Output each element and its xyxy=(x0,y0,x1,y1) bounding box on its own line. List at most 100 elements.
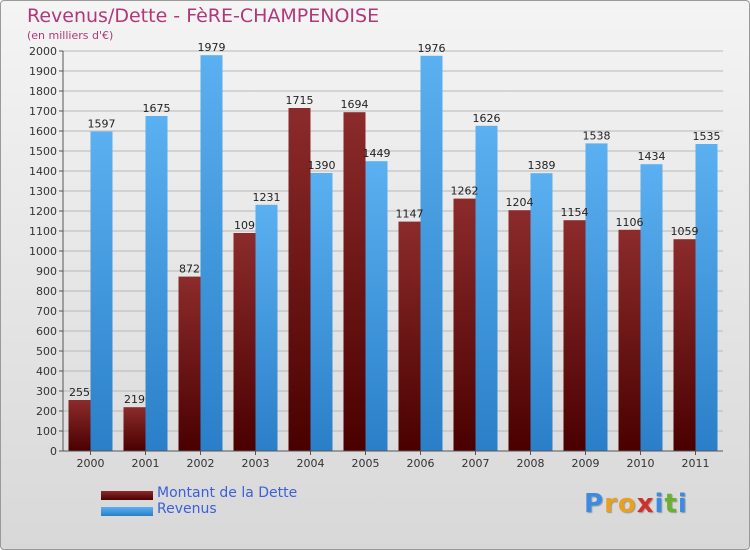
data-label-revenus: 1597 xyxy=(88,118,116,131)
bar-revenus xyxy=(420,55,443,452)
data-label-revenus: 1976 xyxy=(418,42,446,55)
axis-layer: 0 100 200 300 400 500 600 700 800 900 1000 1100 1200… xyxy=(29,45,723,470)
logo-letter: x xyxy=(636,489,655,519)
data-label-revenus: 1389 xyxy=(528,159,556,172)
bar-revenus xyxy=(585,143,608,451)
x-tick-label: 2011 xyxy=(682,457,710,470)
bar-revenus xyxy=(200,55,223,451)
y-tick-label: 1400 xyxy=(29,165,57,178)
bar-revenus xyxy=(255,204,278,451)
legend-label-debt: Montant de la Dette xyxy=(157,485,298,501)
bar-revenus xyxy=(365,161,388,451)
data-label-revenus: 1434 xyxy=(638,150,666,163)
data-label-dette: 1694 xyxy=(341,98,369,111)
bar-dette xyxy=(233,233,256,451)
data-label-dette: 219 xyxy=(124,393,145,406)
y-tick-label: 1300 xyxy=(29,185,57,198)
data-label-dette: 1204 xyxy=(506,196,534,209)
y-tick-label: 2000 xyxy=(29,45,57,58)
data-label-dette: 1154 xyxy=(561,206,589,219)
bar-dette xyxy=(563,220,586,451)
y-tick-label: 1800 xyxy=(29,85,57,98)
data-label-dette: 1147 xyxy=(396,208,424,221)
bar-revenus xyxy=(145,116,168,451)
bar-dette xyxy=(68,400,91,451)
x-tick-label: 2005 xyxy=(352,457,380,470)
bar-dette xyxy=(453,198,476,451)
bar-dette xyxy=(288,108,311,451)
labels-layer: 255 1597 219 1675 872 1979 109 1231 1715 1390 1694… xyxy=(69,41,721,406)
y-tick-label: 1200 xyxy=(29,205,57,218)
y-tick-label: 1600 xyxy=(29,125,57,138)
bar-revenus xyxy=(475,125,498,452)
x-tick-label: 2001 xyxy=(132,457,160,470)
legend-swatch-revenus xyxy=(101,507,153,516)
x-tick-label: 2007 xyxy=(462,457,490,470)
y-tick-label: 1000 xyxy=(29,245,57,258)
bar-dette xyxy=(673,239,696,451)
data-label-dette: 255 xyxy=(69,386,90,399)
y-tick-label: 1100 xyxy=(29,225,57,238)
logo-letter: i xyxy=(654,489,665,519)
proxiti-logo: Proxiti xyxy=(584,489,688,519)
bar-revenus xyxy=(640,164,663,451)
x-tick-label: 2008 xyxy=(517,457,545,470)
bar-revenus xyxy=(695,144,718,451)
y-tick-label: 300 xyxy=(36,385,57,398)
data-label-dette: 1106 xyxy=(616,216,644,229)
chart-title: Revenus/Dette - FèRE-CHAMPENOISE xyxy=(27,5,380,27)
y-tick-label: 700 xyxy=(36,305,57,318)
data-label-dette: 1715 xyxy=(286,94,314,107)
data-label-dette: 1059 xyxy=(671,225,699,238)
bar-revenus xyxy=(310,173,333,451)
data-label-revenus: 1449 xyxy=(363,147,391,160)
chart-subtitle: (en milliers d'€) xyxy=(27,29,114,42)
y-tick-label: 600 xyxy=(36,325,57,338)
data-label-revenus: 1535 xyxy=(693,130,721,143)
legend-swatch-debt xyxy=(101,491,153,500)
x-tick-label: 2002 xyxy=(187,457,215,470)
y-tick-label: 1900 xyxy=(29,65,57,78)
data-label-dette: 1262 xyxy=(451,185,479,198)
grid-layer xyxy=(63,50,723,452)
logo-letter: P xyxy=(584,489,605,519)
x-tick-label: 2004 xyxy=(297,457,325,470)
x-tick-label: 2009 xyxy=(572,457,600,470)
data-label-revenus: 1675 xyxy=(143,102,171,115)
data-label-revenus: 1231 xyxy=(253,191,281,204)
data-label-revenus: 1979 xyxy=(198,41,226,54)
x-tick-label: 2010 xyxy=(627,457,655,470)
bars-layer xyxy=(68,55,718,452)
logo-letter: t xyxy=(664,489,678,519)
bar-dette xyxy=(618,229,641,451)
y-tick-label: 500 xyxy=(36,345,57,358)
y-tick-label: 900 xyxy=(36,265,57,278)
y-tick-label: 800 xyxy=(36,285,57,298)
data-label-revenus: 1390 xyxy=(308,159,336,172)
bar-revenus xyxy=(530,173,553,451)
y-tick-label: 100 xyxy=(36,425,57,438)
bar-dette xyxy=(178,276,201,451)
bar-dette xyxy=(343,112,366,451)
legend-label-revenus: Revenus xyxy=(157,501,217,517)
y-tick-label: 400 xyxy=(36,365,57,378)
data-label-dette: 109 xyxy=(234,219,255,232)
x-tick-label: 2006 xyxy=(407,457,435,470)
x-tick-label: 2000 xyxy=(77,457,105,470)
y-tick-label: 1500 xyxy=(29,145,57,158)
y-tick-label: 1700 xyxy=(29,105,57,118)
y-tick-label: 200 xyxy=(36,405,57,418)
data-label-dette: 872 xyxy=(179,263,200,276)
bar-dette xyxy=(398,221,421,451)
logo-letter: i xyxy=(677,489,688,519)
bar-dette xyxy=(508,210,531,451)
y-tick-label: 0 xyxy=(50,445,57,458)
bar-dette xyxy=(123,407,146,451)
logo-letter: r xyxy=(604,489,618,519)
bar-revenus xyxy=(90,131,113,451)
data-label-revenus: 1626 xyxy=(473,112,501,125)
logo-letter: o xyxy=(617,489,637,519)
x-tick-label: 2003 xyxy=(242,457,270,470)
